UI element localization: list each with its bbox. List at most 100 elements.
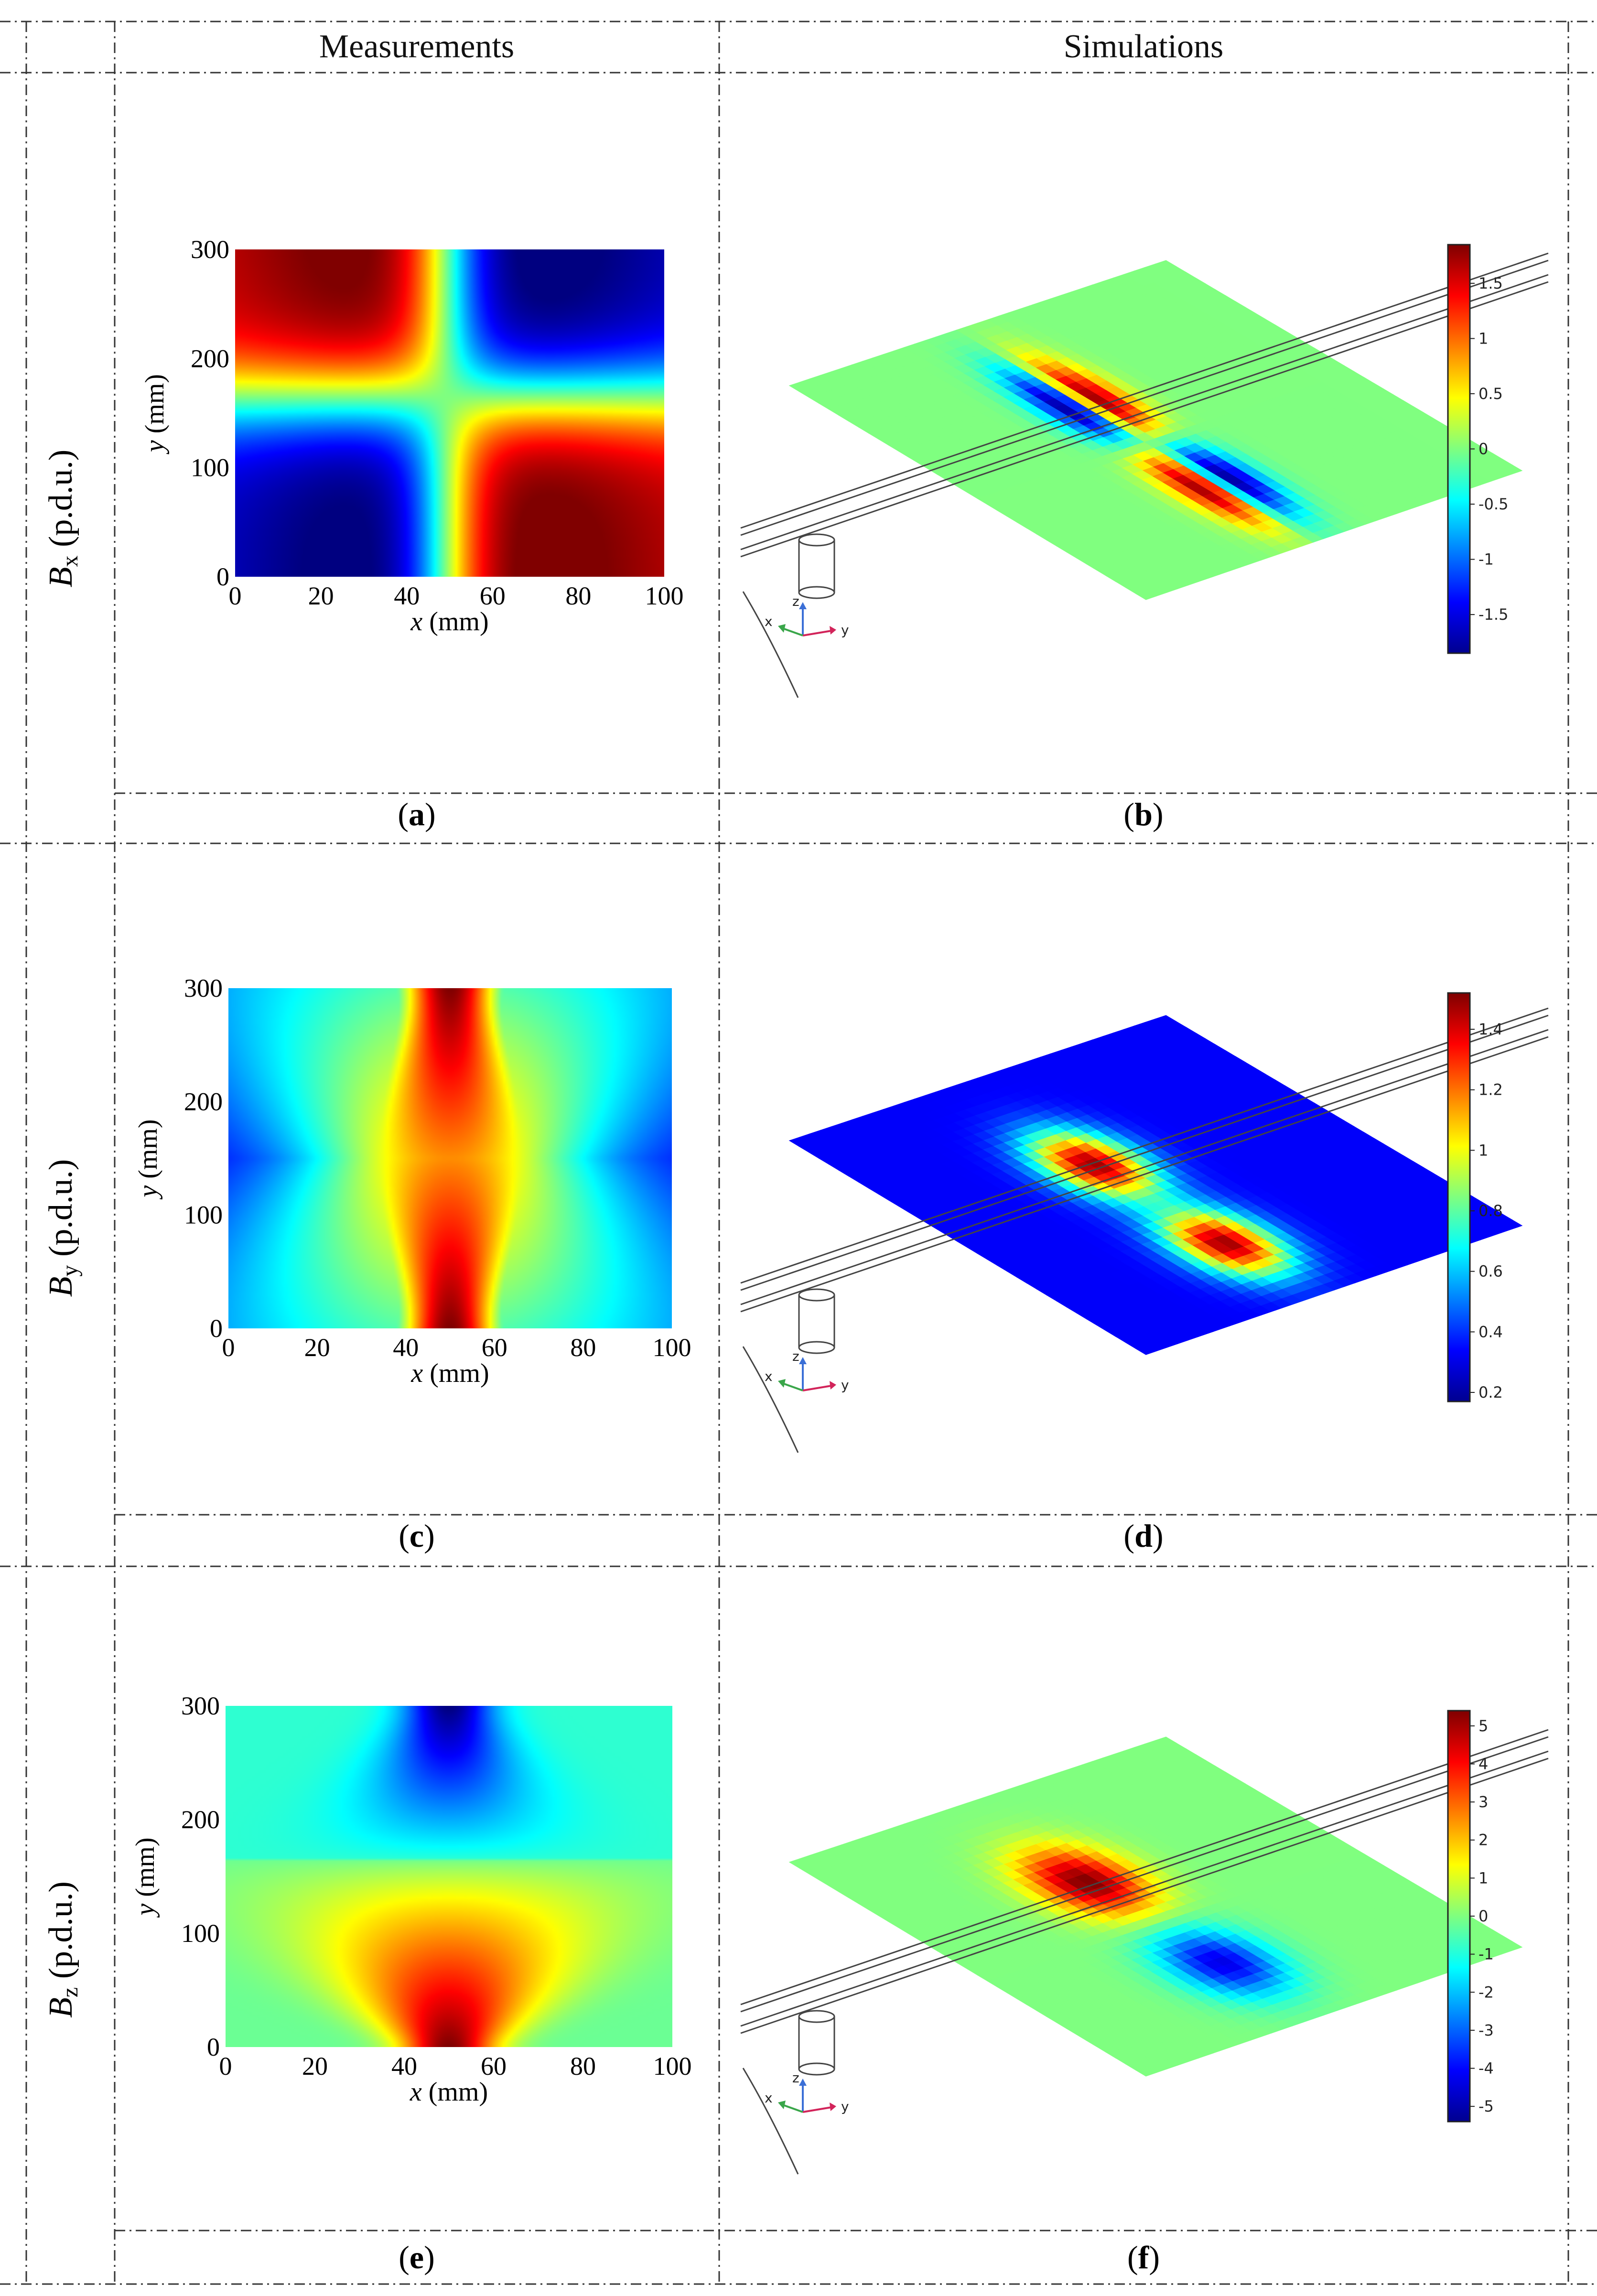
- y-tick-label: 200: [184, 1087, 223, 1116]
- colorbar-tick-label: 1: [1478, 329, 1488, 347]
- svg-text:y: y: [841, 622, 849, 638]
- y-axis-label: y (mm): [133, 1119, 163, 1199]
- simulation-panels: z y x 1.5 1 0.5 0 -0.5 -1 -1.5 z y x 1.4 1.2 1 0.8 0.6 0.4…: [740, 244, 1549, 2175]
- x-tick-label: 40: [393, 1333, 419, 1362]
- subfigure-captions: (a) (b) (c) (d) (e) (f): [398, 796, 1163, 2275]
- x-tick-label: 40: [394, 582, 420, 610]
- svg-text:x: x: [765, 614, 773, 629]
- insulator-cylinder-f: [798, 2010, 835, 2076]
- x-tick-label: 80: [565, 582, 591, 610]
- simulation-panel-f: z y x 5 4 3 2 1 0 -1 -2 -3 -4 -5: [740, 1710, 1549, 2175]
- svg-text:y: y: [841, 1377, 849, 1393]
- colorbar-tick-label: 0: [1478, 1907, 1488, 1925]
- row-label-By: By (p.d.u.): [43, 1159, 83, 1297]
- x-tick-label: 20: [302, 2052, 328, 2080]
- axis-triad-f: z y x: [765, 2070, 849, 2114]
- y-tick-label: 100: [191, 453, 229, 482]
- row-label-Bz: Bz (p.d.u.): [43, 1881, 83, 2018]
- table-grid: [0, 21, 1597, 2285]
- ground-line-b: [742, 591, 799, 698]
- y-tick-label: 0: [207, 2033, 220, 2061]
- ground-line-f: [742, 2068, 799, 2175]
- colorbar-tick-label: 5: [1478, 1717, 1488, 1735]
- x-tick-label: 80: [570, 2052, 596, 2080]
- x-axis-label: x (mm): [410, 2077, 488, 2107]
- colorbar-tick-label: 0.2: [1478, 1383, 1503, 1401]
- colorbar-tick-label: 1.4: [1478, 1020, 1503, 1038]
- y-tick-label: 300: [191, 235, 229, 264]
- caption-b: (b): [1123, 796, 1163, 832]
- svg-text:x: x: [765, 1369, 773, 1384]
- colorbar-tick-label: 2: [1478, 1831, 1488, 1849]
- svg-text:z: z: [792, 1348, 799, 1364]
- y-tick-label: 100: [181, 1919, 220, 1948]
- x-tick-label: 100: [653, 1333, 691, 1362]
- y-tick-label: 100: [184, 1201, 223, 1229]
- axis-triad-b: z y x: [765, 593, 849, 638]
- heatmap-image-a: [235, 249, 664, 577]
- colorbar-tick-label: 0.8: [1478, 1202, 1503, 1220]
- ground-line-d: [742, 1346, 799, 1453]
- cable-lines-f: [740, 1729, 1549, 2034]
- svg-text:y: y: [841, 2099, 849, 2114]
- caption-d: (d): [1123, 1518, 1163, 1554]
- simulation-panel-b: z y x 1.5 1 0.5 0 -0.5 -1 -1.5: [740, 244, 1549, 698]
- y-tick-label: 0: [216, 562, 229, 591]
- colorbar-tick-label: 0.6: [1478, 1262, 1503, 1281]
- colorbar-tick-label: 0: [1478, 440, 1488, 458]
- y-tick-label: 0: [210, 1314, 223, 1343]
- header-measurements: Measurements: [319, 28, 514, 65]
- colorbar-tick-label: -5: [1478, 2097, 1494, 2115]
- x-tick-label: 60: [482, 1333, 507, 1362]
- x-tick-label: 20: [304, 1333, 330, 1362]
- colorbar-tick-label: -1: [1478, 550, 1494, 569]
- heatmap-panel-c: 0 20 40 60 80 100 0 100 200 300 x (mm) y (mm): [133, 974, 691, 1388]
- x-tick-label: 60: [481, 2052, 507, 2080]
- x-tick-label: 60: [480, 582, 506, 610]
- colorbar-d: 1.4 1.2 1 0.8 0.6 0.4 0.2: [1447, 992, 1503, 1402]
- heatmap-panel-e: 0 20 40 60 80 100 0 100 200 300 x (mm) y (mm): [130, 1692, 692, 2107]
- x-tick-label: 0: [229, 582, 242, 610]
- colorbar-tick-label: -2: [1478, 1983, 1494, 2001]
- svg-text:x: x: [765, 2090, 773, 2106]
- simulation-panel-d: z y x 1.4 1.2 1 0.8 0.6 0.4 0.2: [740, 992, 1549, 1453]
- measurement-heatmaps: 0 20 40 60 80 100 0 100 200 300 x (mm) y (mm) 0 20 40 6…: [130, 235, 692, 2107]
- x-tick-label: 100: [653, 2052, 692, 2080]
- caption-a: (a): [398, 796, 435, 832]
- colorbar-tick-label: -3: [1478, 2021, 1494, 2039]
- row-labels: Bx (p.d.u.) By (p.d.u.) Bz (p.d.u.): [43, 450, 83, 2018]
- colorbar-f: 5 4 3 2 1 0 -1 -2 -3 -4 -5: [1447, 1710, 1494, 2123]
- colorbar-tick-label: 0.5: [1478, 385, 1503, 403]
- plate-mesh-d: [788, 1015, 1523, 1355]
- colorbar-tick-label: -1.5: [1478, 605, 1508, 624]
- row-label-Bx: Bx (p.d.u.): [43, 450, 83, 587]
- plate-mesh-b: [788, 260, 1523, 600]
- colorbar-tick-label: 1.5: [1478, 274, 1503, 292]
- y-tick-label: 200: [191, 344, 229, 373]
- svg-text:z: z: [792, 2070, 799, 2086]
- colorbar-tick-label: 1: [1478, 1869, 1488, 1887]
- insulator-cylinder-d: [798, 1288, 835, 1354]
- y-tick-label: 200: [181, 1805, 220, 1834]
- heatmap-image-c: [228, 988, 672, 1328]
- x-axis-label: x (mm): [410, 1358, 489, 1388]
- colorbar-tick-label: 1.2: [1478, 1081, 1503, 1099]
- x-axis-label: x (mm): [410, 607, 488, 636]
- cable-lines-b: [740, 252, 1549, 558]
- colorbar-tick-label: 1: [1478, 1141, 1488, 1159]
- colorbar-tick-label: 4: [1478, 1755, 1488, 1773]
- cable-lines-d: [740, 1007, 1549, 1313]
- insulator-cylinder-b: [798, 533, 835, 599]
- colorbar-tick-label: -4: [1478, 2059, 1494, 2078]
- heatmap-panel-a: 0 20 40 60 80 100 0 100 200 300 x (mm) y (mm): [140, 235, 684, 636]
- heatmap-image-e: [226, 1706, 672, 2047]
- x-tick-label: 0: [219, 2052, 232, 2080]
- y-axis-label: y (mm): [140, 374, 170, 454]
- x-tick-label: 0: [222, 1333, 235, 1362]
- colorbar-tick-label: 3: [1478, 1793, 1488, 1811]
- colorbar-tick-label: -1: [1478, 1945, 1494, 1963]
- y-axis-label: y (mm): [130, 1837, 160, 1918]
- y-tick-label: 300: [184, 974, 223, 1002]
- svg-text:z: z: [792, 593, 799, 609]
- colorbar-tick-label: -0.5: [1478, 495, 1508, 513]
